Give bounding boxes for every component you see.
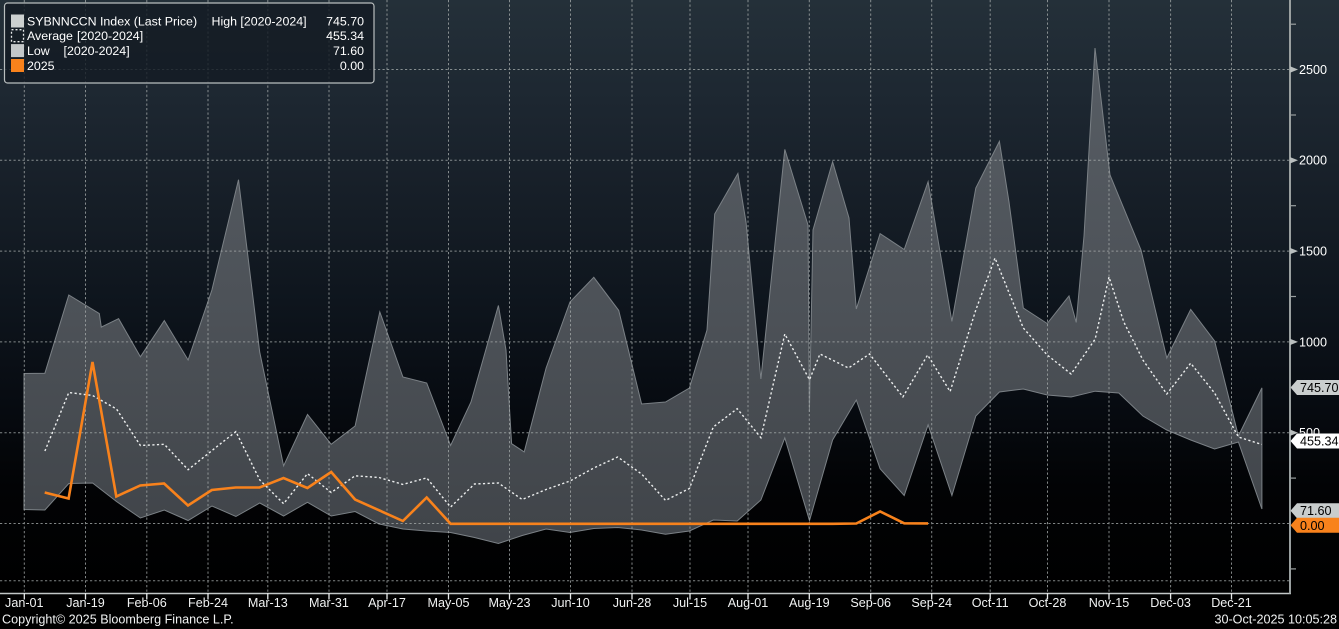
svg-text:Mar-13: Mar-13 bbox=[248, 596, 288, 610]
svg-text:Jun-10: Jun-10 bbox=[551, 596, 590, 610]
svg-text:0.00: 0.00 bbox=[340, 59, 364, 73]
svg-text:Feb-06: Feb-06 bbox=[127, 596, 167, 610]
svg-text:2000: 2000 bbox=[1299, 154, 1327, 168]
svg-text:May-05: May-05 bbox=[428, 596, 470, 610]
svg-text:May-23: May-23 bbox=[489, 596, 531, 610]
svg-text:Nov-15: Nov-15 bbox=[1089, 596, 1130, 610]
svg-text:High [2020-2024]: High [2020-2024] bbox=[212, 15, 307, 29]
svg-text:Aug-01: Aug-01 bbox=[728, 596, 769, 610]
svg-text:Dec-03: Dec-03 bbox=[1150, 596, 1191, 610]
svg-text:Apr-17: Apr-17 bbox=[368, 596, 406, 610]
svg-text:455.34: 455.34 bbox=[1300, 435, 1339, 449]
svg-text:Copyright© 2025 Bloomberg Fina: Copyright© 2025 Bloomberg Finance L.P. bbox=[2, 613, 234, 627]
svg-text:SYBNNCCN Index (Last Price): SYBNNCCN Index (Last Price) bbox=[27, 15, 197, 29]
svg-text:Jul-15: Jul-15 bbox=[673, 596, 707, 610]
svg-text:71.60: 71.60 bbox=[333, 44, 364, 58]
svg-text:Jan-19: Jan-19 bbox=[66, 596, 105, 610]
svg-text:Jun-28: Jun-28 bbox=[613, 596, 652, 610]
svg-text:745.70: 745.70 bbox=[1300, 381, 1339, 395]
svg-text:Jan-01: Jan-01 bbox=[5, 596, 44, 610]
svg-text:Sep-24: Sep-24 bbox=[911, 596, 952, 610]
svg-text:2500: 2500 bbox=[1299, 63, 1327, 77]
svg-text:30-Oct-2025 10:05:28: 30-Oct-2025 10:05:28 bbox=[1214, 613, 1337, 627]
svg-text:1000: 1000 bbox=[1299, 335, 1327, 349]
svg-text:Aug-19: Aug-19 bbox=[789, 596, 830, 610]
svg-text:Average: Average bbox=[27, 29, 73, 43]
svg-text:455.34: 455.34 bbox=[326, 29, 364, 43]
svg-text:71.60: 71.60 bbox=[1300, 504, 1332, 518]
svg-text:1500: 1500 bbox=[1299, 245, 1327, 259]
svg-text:Oct-28: Oct-28 bbox=[1029, 596, 1067, 610]
svg-text:745.70: 745.70 bbox=[326, 15, 364, 29]
svg-text:Low: Low bbox=[27, 44, 50, 58]
svg-text:[2020-2024]: [2020-2024] bbox=[77, 29, 143, 43]
svg-text:Dec-21: Dec-21 bbox=[1211, 596, 1252, 610]
svg-text:0.00: 0.00 bbox=[1300, 519, 1325, 533]
svg-text:Feb-24: Feb-24 bbox=[188, 596, 228, 610]
svg-text:[2020-2024]: [2020-2024] bbox=[64, 44, 130, 58]
svg-text:2025: 2025 bbox=[27, 59, 55, 73]
svg-text:Mar-31: Mar-31 bbox=[309, 596, 349, 610]
svg-text:Sep-06: Sep-06 bbox=[850, 596, 891, 610]
svg-text:Oct-11: Oct-11 bbox=[972, 596, 1009, 610]
